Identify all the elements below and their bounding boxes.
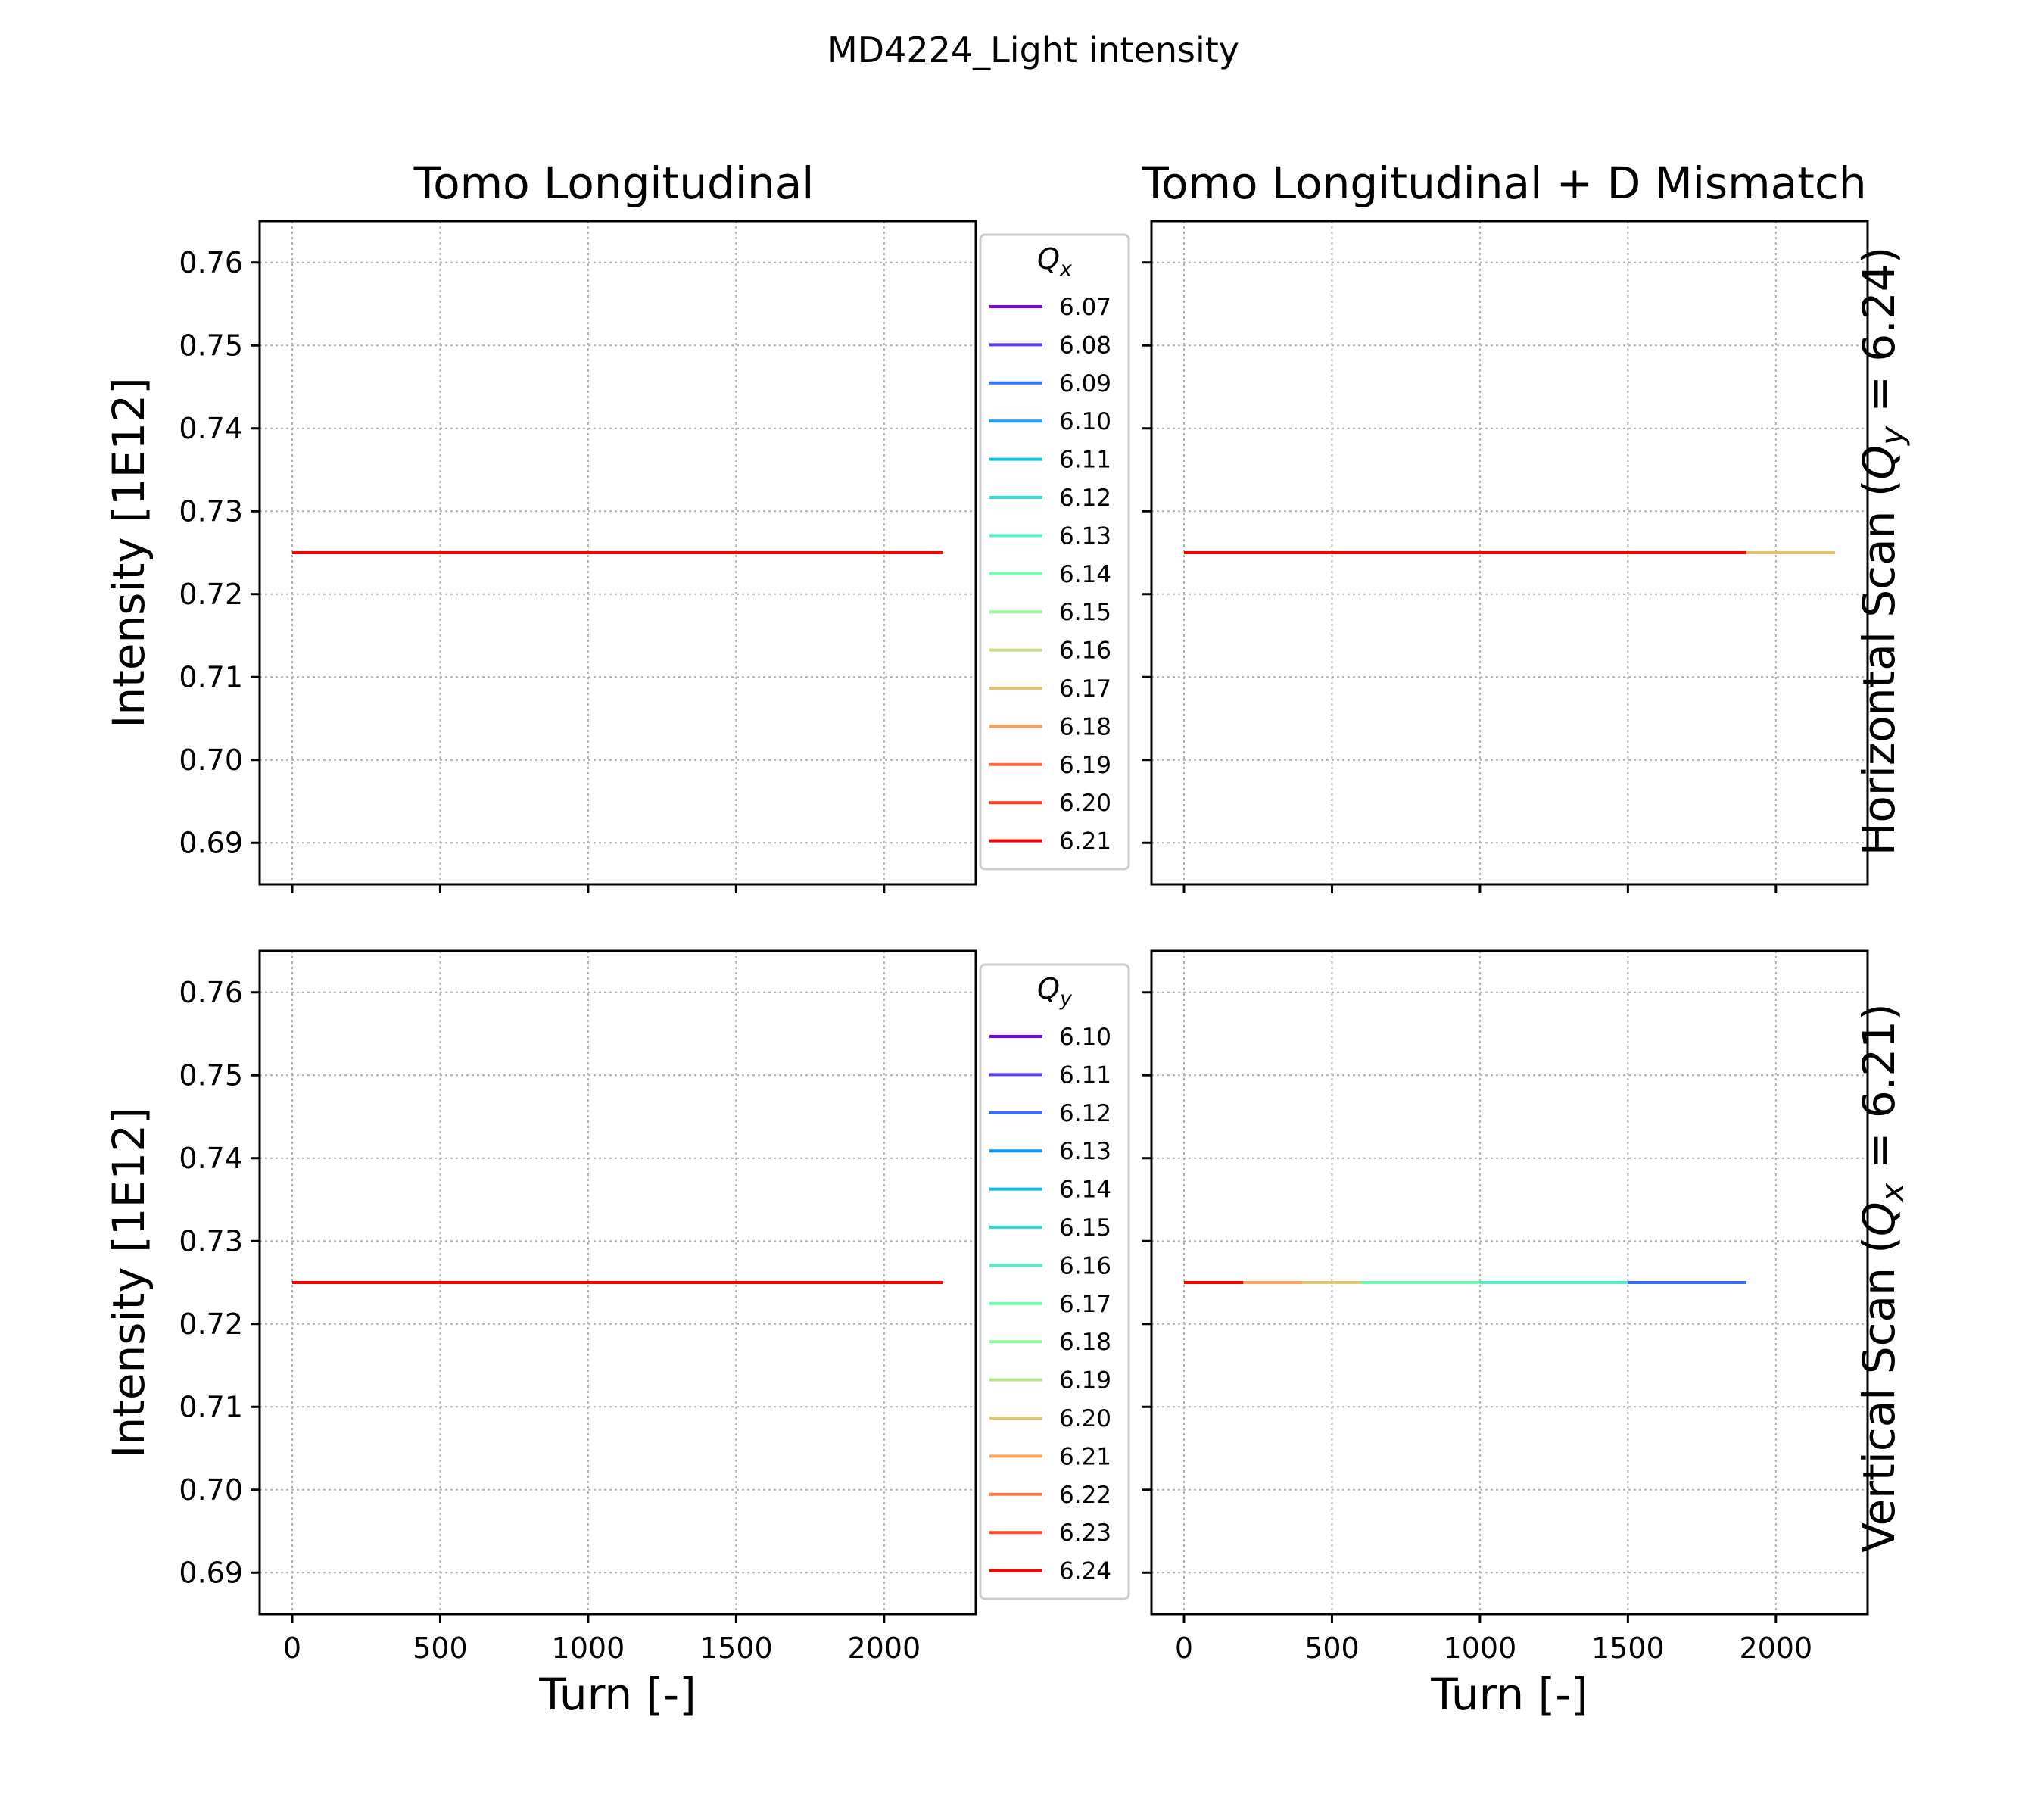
axes-frame	[258, 949, 977, 1616]
legend-entry-label: 6.11	[1059, 447, 1111, 474]
legend-entry-label: 6.17	[1059, 1291, 1111, 1318]
legend-entry-label: 6.10	[1059, 408, 1111, 435]
legend-entry-label: 6.22	[1059, 1482, 1111, 1509]
row-label-2-symbol: Q	[1853, 1201, 1905, 1236]
legend-entry-label: 6.09	[1059, 370, 1111, 397]
legend-entry-label: 6.14	[1059, 1177, 1111, 1204]
legend-box	[979, 963, 1130, 1600]
x-tick-label: 1500	[1591, 1632, 1665, 1665]
y-tick-label: 0.71	[179, 660, 243, 693]
panel-row1-col1: 0.69 0.70 0.71 0.72 0.73 0.74 0.75 0.76 Intensit…	[103, 220, 1130, 893]
x-tick-label: 0	[1175, 1632, 1193, 1665]
y-axis-label: Intensity [1E12]	[103, 1107, 154, 1458]
x-tick-label: 2000	[847, 1632, 921, 1665]
legend-entry-label: 6.24	[1059, 1558, 1111, 1585]
legend-title: Qx	[1037, 242, 1073, 281]
legend-entry-label: 6.12	[1059, 485, 1111, 512]
y-tick-label: 0.70	[179, 1473, 243, 1507]
legend-entry-label: 6.08	[1059, 332, 1111, 359]
legend-entry-label: 6.21	[1059, 828, 1111, 856]
row-label-1-sub: y	[1874, 425, 1911, 447]
panel-row2-col2: 0 500 1000 1500 2000 Turn [-]	[1142, 949, 1869, 1720]
y-tick-label: 0.69	[179, 1556, 243, 1589]
x-tick-label: 1500	[700, 1632, 773, 1665]
row-label-1-suffix: = 6.24)	[1853, 247, 1905, 426]
legend-entry-label: 6.14	[1059, 561, 1111, 588]
x-tick-label: 1000	[1444, 1632, 1517, 1665]
legend-entry-label: 6.18	[1059, 1329, 1111, 1356]
y-tick-label: 0.76	[179, 976, 243, 1009]
row-label-2-prefix: Vertical Scan (	[1853, 1236, 1905, 1553]
x-tick-label: 1000	[552, 1632, 625, 1665]
legend-title-symbol: Q	[1037, 242, 1060, 276]
legend-row1-col1: Qx 6.07 6.08 6.09 6.10 6.11 6.12 6.13 6.14 6.15 6.…	[979, 233, 1130, 871]
legend-entry-label: 6.07	[1059, 294, 1111, 321]
legend-entry-label: 6.23	[1059, 1519, 1111, 1547]
panels: 0.69 0.70 0.71 0.72 0.73 0.74 0.75 0.76 Intensit…	[103, 220, 1869, 1720]
legend-box	[979, 233, 1130, 871]
y-tick-label: 0.74	[179, 1142, 243, 1175]
legend-entry-label: 6.10	[1059, 1024, 1111, 1051]
legend-title-sub: y	[1059, 987, 1073, 1011]
row-label-1-prefix: Horizontal Scan (	[1853, 480, 1905, 856]
legend-entry-label: 6.12	[1059, 1100, 1111, 1127]
row-label-1-symbol: Q	[1853, 445, 1905, 480]
axes-frame	[258, 220, 977, 886]
x-tick-label: 500	[1304, 1632, 1360, 1665]
y-tick-label: 0.75	[179, 329, 243, 362]
x-axis-label: Turn [-]	[1430, 1669, 1588, 1720]
legend-entry-label: 6.20	[1059, 1405, 1111, 1432]
y-tick-label: 0.72	[179, 1307, 243, 1341]
column-title-2: Tomo Longitudinal + D Mismatch	[1141, 157, 1866, 209]
row-label-vertical-scan: Vertical Scan (Qx = 6.21)	[1853, 1003, 1911, 1552]
panel-row1-col2	[1142, 220, 1869, 893]
axes-frame	[1150, 949, 1869, 1616]
legend-entry-label: 6.20	[1059, 790, 1111, 817]
figure-suptitle: MD4224_Light intensity	[827, 30, 1239, 70]
legend-title-symbol: Q	[1037, 972, 1060, 1005]
y-tick-label: 0.69	[179, 826, 243, 859]
axes-frame	[1150, 220, 1869, 886]
legend-entry-label: 6.15	[1059, 1214, 1111, 1242]
y-tick-label: 0.71	[179, 1390, 243, 1423]
y-tick-label: 0.72	[179, 578, 243, 611]
y-tick-label: 0.73	[179, 494, 243, 528]
legend-entry-label: 6.16	[1059, 1252, 1111, 1279]
legend-entry-label: 6.19	[1059, 752, 1111, 779]
legend-entry-label: 6.13	[1059, 1138, 1111, 1165]
legend-entry-label: 6.21	[1059, 1443, 1111, 1470]
legend-entry-label: 6.13	[1059, 522, 1111, 550]
legend-entry-label: 6.11	[1059, 1061, 1111, 1089]
x-tick-label: 0	[283, 1632, 301, 1665]
y-tick-label: 0.76	[179, 246, 243, 279]
legend-entry-label: 6.16	[1059, 637, 1111, 665]
legend-row2-col1: Qy 6.10 6.11 6.12 6.13 6.14 6.15 6.16 6.17 6.18 6.…	[979, 963, 1130, 1600]
y-tick-label: 0.73	[179, 1224, 243, 1258]
legend-title: Qy	[1037, 972, 1073, 1011]
legend-entry-label: 6.17	[1059, 675, 1111, 703]
legend-entry-label: 6.18	[1059, 713, 1111, 740]
panel-row2-col1: 0 500 1000 1500 2000 0.69 0.70 0.71 0.72 0.73 0.74…	[103, 949, 1130, 1720]
row-label-2-suffix: = 6.21)	[1853, 1003, 1905, 1183]
legend-entry-label: 6.19	[1059, 1367, 1111, 1395]
x-axis-label: Turn [-]	[538, 1669, 696, 1720]
row-label-2-sub: x	[1874, 1182, 1911, 1203]
y-tick-label: 0.74	[179, 412, 243, 445]
y-tick-label: 0.70	[179, 743, 243, 777]
x-tick-label: 2000	[1739, 1632, 1812, 1665]
x-tick-label: 500	[413, 1632, 468, 1665]
y-axis-label: Intensity [1E12]	[103, 377, 154, 728]
legend-title-sub: x	[1059, 257, 1073, 281]
row-label-horizontal-scan: Horizontal Scan (Qy = 6.24)	[1853, 247, 1911, 856]
column-title-1: Tomo Longitudinal	[413, 157, 815, 209]
y-tick-label: 0.75	[179, 1058, 243, 1092]
legend-entry-label: 6.15	[1059, 599, 1111, 626]
